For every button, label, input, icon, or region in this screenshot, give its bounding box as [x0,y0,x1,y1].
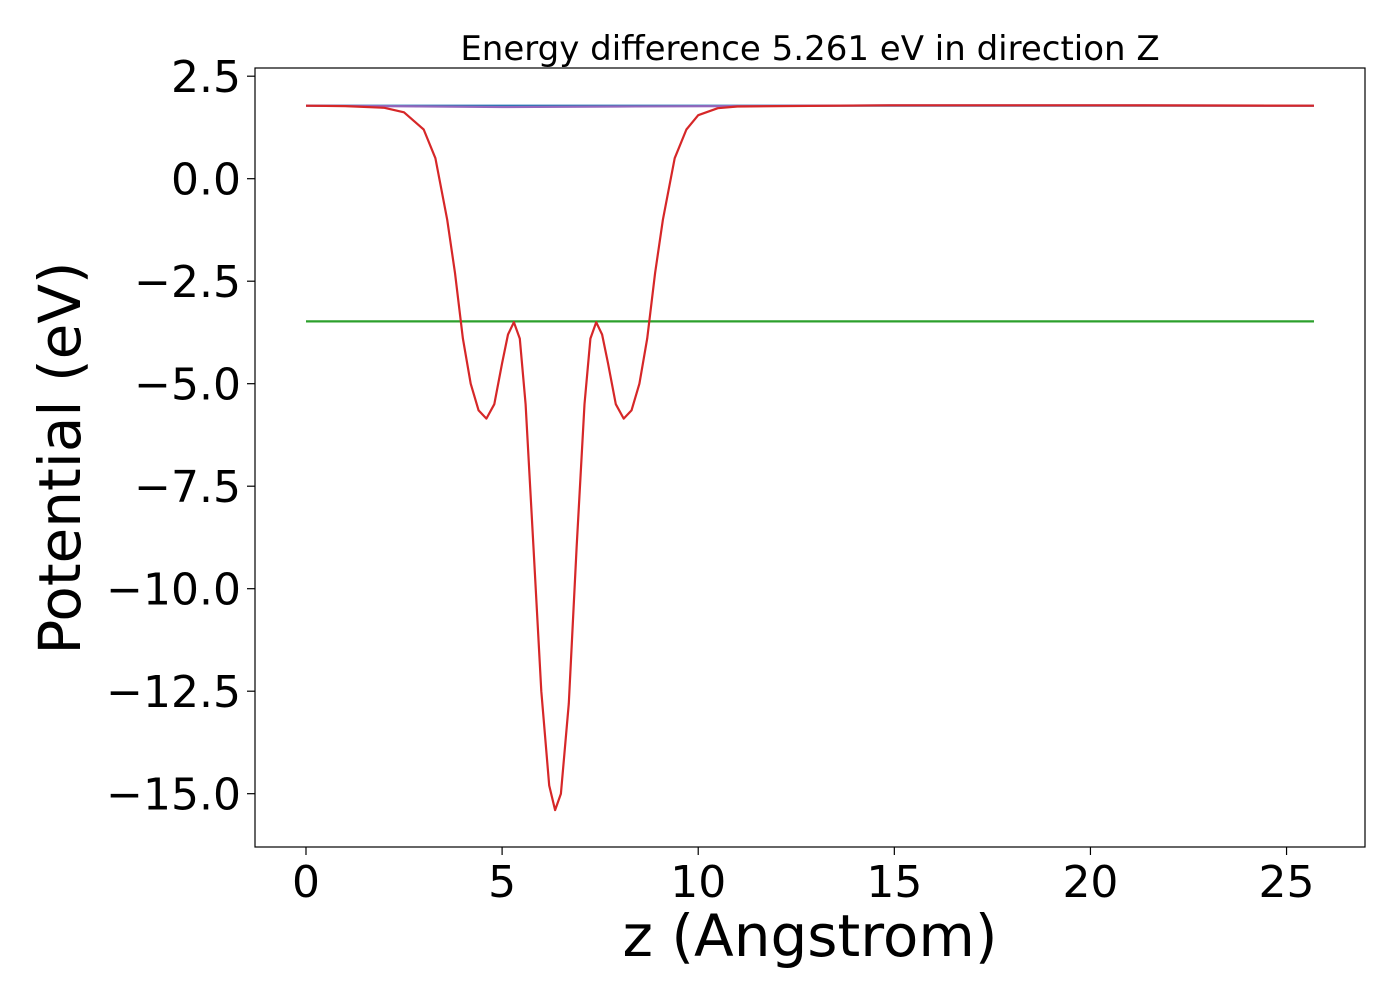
x-tick-label: 10 [670,857,726,908]
x-tick-label: 25 [1259,857,1315,908]
y-tick-label: −15.0 [106,770,241,821]
series-layer [305,104,1315,812]
x-tick-label: 20 [1062,857,1118,908]
y-tick-label: −2.5 [134,257,241,308]
x-tick-label: 0 [292,857,320,908]
y-axis-ticks: 2.5 0.0 −2.5 −5.0 −7.5 −10.0 −12.5 −15.0 [106,52,255,821]
y-tick-label: −7.5 [134,462,241,513]
plot-area [255,68,1365,847]
plot-frame [254,67,1366,848]
x-axis-label: z (Angstrom) [623,902,998,970]
y-tick-label: −12.5 [106,667,241,718]
chart-title: Energy difference 5.261 eV in direction … [460,29,1159,69]
y-tick-label: −10.0 [106,565,241,616]
x-tick-label: 15 [866,857,922,908]
x-axis-ticks: 0 5 10 15 20 25 [292,847,1315,908]
series-line-3 [305,104,1315,812]
x-tick-label: 5 [488,857,516,908]
y-tick-label: 2.5 [171,52,241,103]
y-tick-label: 0.0 [171,155,241,206]
y-tick-label: −5.0 [134,360,241,411]
y-axis-label: Potential (eV) [26,261,94,654]
